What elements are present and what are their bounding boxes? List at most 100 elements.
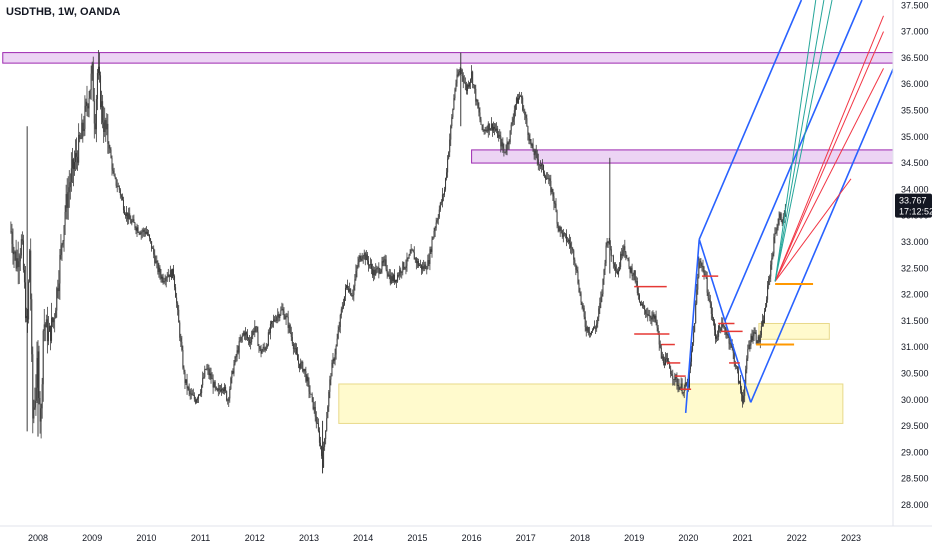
candle-body: [90, 73, 92, 91]
candle-body: [189, 390, 191, 395]
candle-body: [170, 270, 172, 279]
fan-line-green-3[interactable]: [774, 0, 817, 282]
candle-body: [87, 106, 89, 109]
candle-body: [499, 134, 501, 137]
candle-body: [519, 96, 521, 98]
candle-body: [524, 111, 526, 116]
candle-body: [722, 322, 724, 326]
x-tick-label: 2009: [82, 533, 102, 543]
fan-line-green-2[interactable]: [774, 0, 825, 282]
candle-body: [553, 196, 555, 204]
candle-body: [410, 249, 412, 254]
candle-body: [219, 389, 221, 392]
candle-body: [398, 274, 400, 276]
support-zone-2[interactable]: [758, 322, 830, 340]
candle-body: [758, 336, 760, 342]
price-axis[interactable]: 28.000 28.500 29.000 29.500 30.000 30.500 31.0…: [892, 0, 932, 526]
candle-body: [417, 261, 419, 266]
candle-body: [584, 316, 586, 327]
candle-body: [72, 159, 74, 170]
candle-body: [477, 99, 479, 108]
candle-body: [245, 332, 247, 335]
candle-body: [283, 311, 285, 319]
fan-line-green-1[interactable]: [774, 0, 833, 282]
support-zone-1[interactable]: [338, 383, 844, 424]
candle-body: [306, 376, 308, 382]
candle-body: [22, 240, 24, 270]
candle-body: [186, 379, 188, 389]
candle-body: [684, 382, 686, 387]
candle-body: [740, 381, 742, 390]
fan-line-red-1[interactable]: [774, 15, 884, 282]
candle-body: [33, 407, 35, 419]
candle-body: [701, 266, 703, 267]
candle-body: [192, 395, 194, 396]
candle-body: [560, 227, 562, 231]
candle-body: [533, 151, 535, 156]
candle-body: [328, 391, 330, 407]
candle-body: [140, 232, 142, 235]
candle-body: [741, 389, 743, 396]
candle-body: [433, 231, 435, 237]
price-axis-bg: [893, 0, 932, 526]
candle-body: [781, 220, 783, 224]
pitchfork-upper-line[interactable]: [698, 0, 803, 240]
candle-body: [214, 382, 216, 387]
pitchfork-lower-line[interactable]: [749, 59, 898, 403]
candle-body: [420, 264, 422, 266]
candle-body: [582, 305, 584, 309]
candle-body: [505, 150, 507, 153]
x-tick-label: 2016: [462, 533, 482, 543]
candle-body: [561, 230, 563, 237]
candle-body: [236, 350, 238, 357]
candle-body: [749, 344, 751, 346]
candle-body: [470, 79, 472, 83]
candle-body: [253, 331, 255, 333]
candle-body: [710, 303, 712, 314]
fan-line-red-4[interactable]: [774, 178, 852, 282]
candle-body: [540, 164, 542, 167]
candle-body: [62, 241, 64, 245]
candle-body: [713, 321, 715, 330]
candle-body: [680, 383, 682, 388]
candle-body: [79, 134, 81, 139]
candle-body: [647, 314, 649, 316]
candle-body: [224, 386, 226, 392]
candle-body: [105, 120, 107, 130]
candle-body: [294, 348, 296, 349]
candle-body: [393, 274, 395, 283]
candle-body: [215, 386, 217, 389]
candle-body: [201, 385, 203, 394]
candle-body: [10, 231, 12, 233]
candle-body: [67, 192, 69, 208]
fan-line-red-2[interactable]: [774, 31, 884, 282]
candle-body: [315, 416, 317, 424]
candle-body: [261, 350, 263, 354]
candle-body: [221, 389, 223, 390]
x-tick-label: 2022: [787, 533, 807, 543]
candle-body: [312, 397, 314, 410]
candle-body: [273, 319, 275, 322]
pitchfork-median-line[interactable]: [724, 0, 863, 322]
candle-body: [299, 363, 301, 369]
candle-body: [239, 340, 241, 342]
candle-body: [142, 229, 144, 232]
candle-body: [694, 323, 696, 333]
candle-body: [666, 358, 668, 360]
candle-body: [164, 281, 166, 282]
y-tick-label: 34.500: [901, 158, 929, 168]
time-axis[interactable]: 2008 2009 2010 2011 2012 2013 2014 2015 2016 2017…: [0, 525, 932, 550]
x-tick-label: 2013: [299, 533, 319, 543]
candle-body: [191, 393, 193, 396]
candle-body: [163, 281, 165, 283]
resistance-zone-1[interactable]: [2, 52, 898, 64]
candle-body: [180, 337, 182, 342]
fan-line-red-3[interactable]: [774, 68, 884, 282]
drawings-layer: [634, 0, 898, 413]
candle-body: [23, 269, 25, 283]
candle-body: [773, 236, 775, 254]
candle-body: [607, 241, 609, 243]
candle-body: [626, 257, 628, 259]
candle-body: [483, 129, 485, 131]
